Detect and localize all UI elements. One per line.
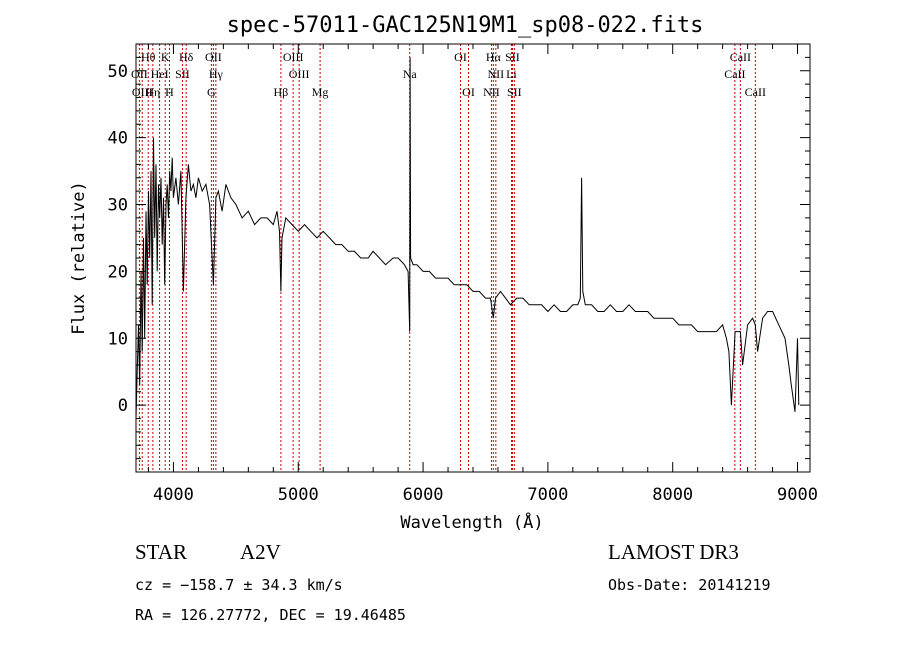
emission-line-label: H <box>165 85 174 99</box>
y-axis-label: Flux (relative) <box>69 181 89 335</box>
spectrum-line <box>135 57 800 419</box>
emission-line-label: Hγ <box>209 67 224 81</box>
x-tick-label: 9000 <box>777 485 818 505</box>
emission-line-label: Hδ <box>179 50 194 64</box>
emission-line-label: CaII <box>730 50 751 64</box>
chart-title: spec-57011-GAC125N19M1_sp08-022.fits <box>227 13 704 38</box>
emission-line-label: SII <box>505 50 520 64</box>
emission-line-label: Hη <box>145 85 160 99</box>
plot-frame <box>135 43 811 473</box>
x-axis-ticks: 4000 5000 6000 7000 8000 9000 <box>147 44 818 505</box>
x-tick-label: 8000 <box>652 485 693 505</box>
emission-line-label: OII <box>205 50 222 64</box>
object-subclass: A2V <box>240 540 281 564</box>
emission-line-label: G <box>207 85 216 99</box>
coordinates: RA = 126.27772, DEC = 19.46485 <box>135 606 406 624</box>
emission-line-label: Hα <box>486 50 502 64</box>
emission-line-label: OIII <box>289 67 310 81</box>
emission-line-label: K <box>161 50 170 64</box>
survey-name: LAMOST DR3 <box>608 540 739 564</box>
emission-line-label: SII <box>507 85 522 99</box>
emission-line-label: CaII <box>745 85 766 99</box>
x-tick-label: 4000 <box>153 485 194 505</box>
emission-line-label: CaII <box>724 67 745 81</box>
y-tick-label: 0 <box>118 396 128 416</box>
redshift-readout: cz = −158.7 ± 34.3 km/s <box>135 576 343 594</box>
x-tick-label: 5000 <box>278 485 319 505</box>
emission-line-label: OI <box>462 85 475 99</box>
object-class: STAR <box>135 540 187 564</box>
emission-line-label: OIII <box>283 50 304 64</box>
x-axis-label: Wavelength (Å) <box>400 511 543 533</box>
emission-line-markers <box>138 44 756 472</box>
x-tick-label: 6000 <box>403 485 444 505</box>
emission-line-label: Hβ <box>274 85 289 99</box>
emission-line-label: OII <box>131 67 148 81</box>
y-tick-label: 40 <box>108 129 128 149</box>
emission-line-label: SII <box>175 67 190 81</box>
x-tick-label: 7000 <box>527 485 568 505</box>
emission-line-label: NII <box>483 85 500 99</box>
emission-line-label: Li <box>506 67 517 81</box>
emission-line-label: NII <box>488 67 505 81</box>
emission-line-label: Hθ <box>141 50 156 64</box>
obs-date: Obs-Date: 20141219 <box>608 576 771 594</box>
y-tick-label: 20 <box>108 262 128 282</box>
y-tick-label: 50 <box>108 62 128 82</box>
emission-line-label: Mg <box>312 85 329 99</box>
y-axis-ticks: 0 10 20 30 40 50 <box>108 43 810 460</box>
y-tick-label: 30 <box>108 196 128 216</box>
emission-line-label: OI <box>454 50 467 64</box>
emission-line-label: HeI <box>151 67 169 81</box>
emission-line-label: OIII <box>132 85 153 99</box>
y-tick-label: 10 <box>108 329 128 349</box>
